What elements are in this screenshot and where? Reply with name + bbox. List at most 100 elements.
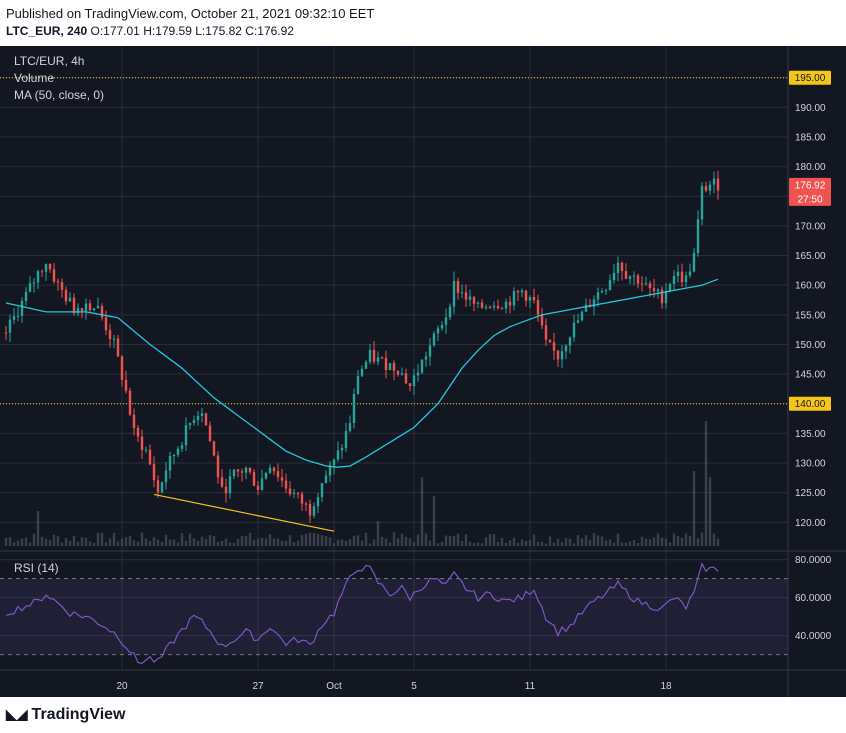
candle-body <box>316 497 320 507</box>
time-tick-label: 27 <box>252 681 264 692</box>
volume-bar <box>112 532 116 546</box>
candle-body <box>240 471 244 473</box>
time-tick-label: 5 <box>411 681 417 692</box>
candle-body <box>16 315 20 317</box>
rsi-tick-label: 80.0000 <box>795 555 832 566</box>
rsi-axis[interactable]: 40.0000 60.0000 80.0000 <box>795 555 832 642</box>
candle-body <box>168 455 172 471</box>
candle-body <box>504 301 508 309</box>
volume-bar <box>460 540 464 546</box>
grid-lines <box>0 46 788 670</box>
volume-bar <box>72 535 76 546</box>
candle-body <box>212 441 216 456</box>
volume-bar <box>492 534 496 546</box>
candle-body <box>704 186 708 191</box>
candle-body <box>348 423 352 431</box>
chart-area[interactable]: 120.00 125.00 130.00 135.00 140.00 145.00 150.… <box>0 46 846 697</box>
volume-bar <box>348 539 352 546</box>
volume-bar <box>264 538 268 546</box>
candle-body <box>44 263 48 272</box>
candle-body <box>108 330 112 340</box>
volume-bar <box>672 533 676 546</box>
candle-body <box>436 328 440 334</box>
volume-bar <box>548 536 552 546</box>
candle-body <box>216 455 220 478</box>
candle-body <box>524 290 528 301</box>
candle-body <box>136 427 140 437</box>
volume-bar <box>544 543 548 546</box>
candle-body <box>404 373 408 384</box>
volume-bar <box>156 539 160 546</box>
volume-bar <box>444 535 448 546</box>
price-badges: 195.00 140.00 176.92 27:50 <box>789 70 831 411</box>
candle-body <box>448 306 452 318</box>
volume-bar <box>428 540 432 546</box>
candle-body <box>592 299 596 307</box>
volume-bar <box>184 540 188 546</box>
volume-bar <box>384 538 388 546</box>
volume-bar <box>32 533 36 546</box>
ma-line <box>5 278 719 468</box>
volume-bar <box>212 536 216 546</box>
published-line: Published on TradingView.com, October 21… <box>6 6 375 21</box>
candle-body <box>276 471 280 478</box>
candle-body <box>328 465 332 476</box>
time-axis[interactable]: 20 27 Oct 5 11 18 <box>116 681 672 692</box>
candle-body <box>608 280 612 291</box>
candle-body <box>536 300 540 315</box>
candle-body <box>484 306 488 308</box>
candle-body <box>352 393 356 424</box>
candle-body <box>428 345 432 357</box>
volume-bar <box>700 532 704 546</box>
volume-bar <box>568 538 572 546</box>
volume-bar <box>68 540 72 546</box>
candle-body <box>408 383 412 387</box>
volume-bar <box>188 533 192 546</box>
volume-bar <box>104 542 108 546</box>
candle-body <box>360 368 364 377</box>
candle-body <box>636 275 640 284</box>
volume-bar <box>304 533 308 546</box>
candle-body <box>280 477 284 481</box>
volume-bar <box>524 540 528 546</box>
volume-bar <box>108 538 112 546</box>
volume-bar <box>540 541 544 546</box>
volume-bar <box>132 540 136 546</box>
volume-bar <box>616 533 620 546</box>
price-tick-label: 190.00 <box>795 103 826 114</box>
trendline[interactable] <box>153 493 335 532</box>
candle-body <box>284 480 288 489</box>
candle-body <box>388 363 392 371</box>
candle-body <box>20 300 24 316</box>
volume-bar <box>312 533 316 546</box>
time-tick-label: 18 <box>660 681 672 692</box>
volume-bar <box>8 537 12 546</box>
candle-body <box>680 271 684 283</box>
symbol-label: LTC_EUR, 240 <box>6 24 88 38</box>
ohlc-values: O:177.01 H:179.59 L:175.82 C:176.92 <box>90 24 294 38</box>
candle-body <box>672 275 676 284</box>
candle-body <box>264 472 268 479</box>
volume-bar <box>196 540 200 546</box>
candle-body <box>336 450 340 460</box>
tradingview-logo[interactable]: ◣◢ TradingView <box>6 706 126 724</box>
candle-body <box>716 178 720 191</box>
volume-bar <box>100 532 104 546</box>
volume-bar <box>516 542 520 546</box>
volume-bar <box>308 532 312 546</box>
candle-body <box>412 375 416 387</box>
volume-bar <box>204 538 208 546</box>
candle-body <box>660 289 664 304</box>
tv-logo-icon: ◣◢ <box>6 706 28 722</box>
volume-bar <box>584 535 588 546</box>
candle-body <box>48 263 52 270</box>
candle-body <box>176 448 180 455</box>
price-tick-label: 145.00 <box>795 370 826 381</box>
price-tick-label: 150.00 <box>795 340 826 351</box>
hline-badge-label: 195.00 <box>795 73 826 84</box>
countdown-label: 27:50 <box>797 194 822 205</box>
candle-body <box>380 357 384 359</box>
rsi-tick-label: 60.0000 <box>795 593 832 604</box>
price-tick-label: 125.00 <box>795 488 826 499</box>
price-tick-label: 155.00 <box>795 310 826 321</box>
